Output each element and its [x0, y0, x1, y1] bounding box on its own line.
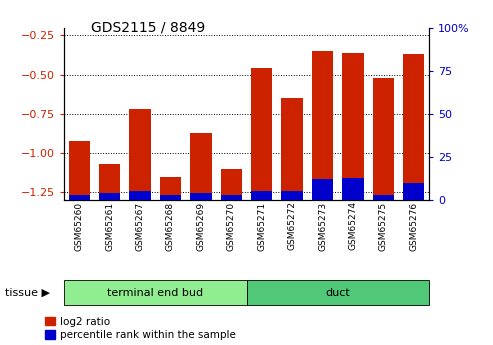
Text: terminal end bud: terminal end bud	[107, 288, 203, 298]
Bar	[130, 191, 151, 200]
Text: GDS2115 / 8849: GDS2115 / 8849	[91, 21, 205, 35]
Bar	[342, 53, 363, 200]
Bar	[282, 191, 303, 200]
Bar	[99, 193, 120, 200]
Bar	[69, 195, 90, 200]
Bar	[342, 178, 363, 200]
Bar	[190, 133, 211, 200]
Bar	[160, 177, 181, 200]
Bar	[190, 193, 211, 200]
Bar	[282, 98, 303, 200]
Bar	[99, 164, 120, 200]
Legend: log2 ratio, percentile rank within the sample: log2 ratio, percentile rank within the s…	[45, 317, 236, 340]
Text: tissue ▶: tissue ▶	[5, 288, 50, 298]
Text: duct: duct	[325, 288, 350, 298]
Bar	[160, 195, 181, 200]
Bar	[373, 78, 394, 200]
Bar	[221, 195, 242, 200]
Bar	[403, 54, 424, 200]
Bar	[312, 51, 333, 200]
Bar	[130, 109, 151, 200]
Bar	[251, 68, 272, 200]
Bar	[251, 191, 272, 200]
Bar	[373, 195, 394, 200]
Bar	[403, 183, 424, 200]
Bar	[221, 169, 242, 200]
Bar	[312, 179, 333, 200]
Bar	[69, 140, 90, 200]
